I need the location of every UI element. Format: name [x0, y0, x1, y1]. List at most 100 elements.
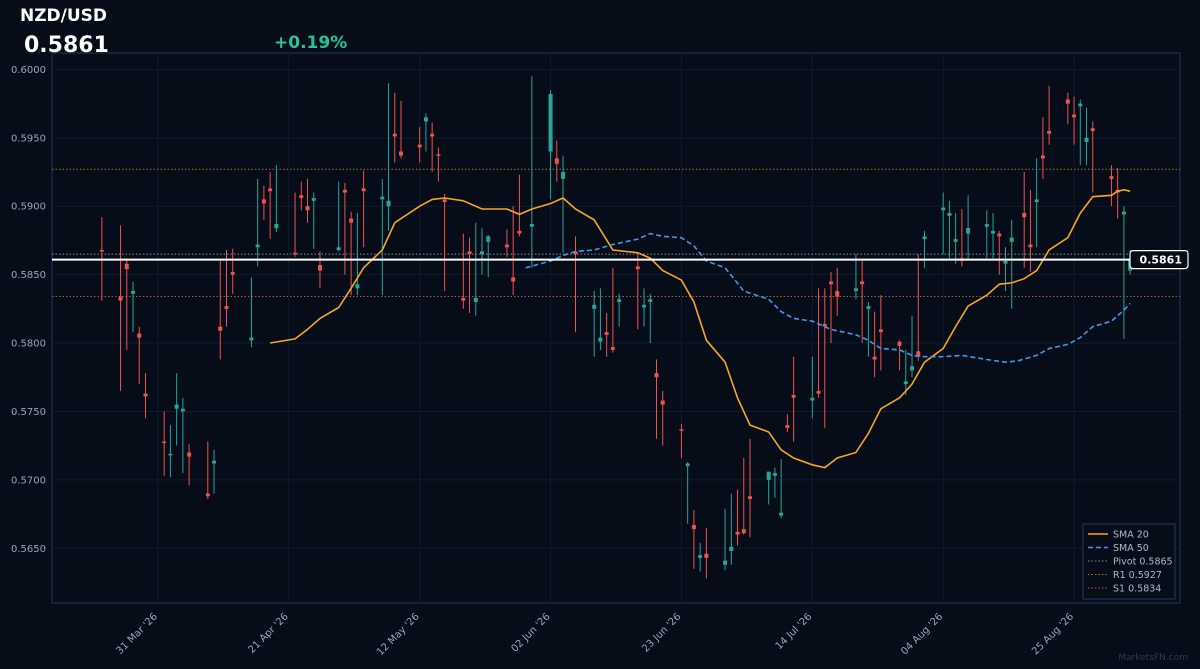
candle-body [816, 390, 821, 394]
candle-body [355, 284, 360, 289]
candle-body [511, 277, 516, 282]
candle-body [872, 356, 877, 360]
candle-body [1003, 260, 1008, 264]
candle-body [723, 560, 728, 565]
candle-body [180, 408, 185, 412]
candle-body [467, 251, 472, 255]
y-tick-label: 0.5650 [11, 544, 46, 555]
candle-body [953, 239, 958, 242]
candle-body [342, 189, 347, 193]
candle-body [1084, 137, 1089, 142]
last-price-tag [1129, 249, 1189, 270]
candle-body [1009, 237, 1014, 242]
candle-body [480, 251, 485, 255]
candle-body [966, 228, 971, 234]
candle-body [910, 366, 915, 371]
candle-body [442, 199, 447, 203]
candle-body [529, 224, 534, 227]
candle-body [604, 332, 609, 335]
candle-body [205, 493, 210, 497]
candle-body [224, 306, 229, 309]
candle-body [860, 281, 865, 285]
candle-body [305, 206, 310, 211]
candle-body [461, 297, 466, 301]
candle-body [174, 404, 179, 409]
legend-label: SMA 20 [1113, 530, 1149, 541]
candle-body [417, 144, 422, 148]
candle-body [791, 395, 796, 398]
symbol: NZD/USD [20, 6, 107, 26]
candle-body [984, 224, 989, 227]
candle-body [561, 172, 566, 179]
candle-body [1028, 244, 1033, 248]
candle-body [654, 373, 659, 378]
candle-body [766, 471, 771, 480]
candle-body [274, 224, 279, 229]
candle-body [430, 133, 435, 137]
candle-body [99, 250, 104, 252]
plot-frame [51, 52, 1181, 604]
candle-body [1109, 176, 1114, 179]
candle-body [131, 291, 136, 294]
candle-body [1022, 213, 1027, 218]
candle-body [741, 529, 746, 534]
candle-body [947, 213, 952, 216]
y-tick-label: 0.5800 [11, 339, 46, 350]
last-price-label: 0.5861 [1140, 254, 1182, 267]
candle-body [212, 460, 217, 464]
candle-body [299, 195, 304, 199]
candle-body [747, 496, 752, 500]
candle-body [685, 463, 690, 467]
legend-label: SMA 50 [1113, 543, 1149, 554]
y-tick-label: 0.5750 [11, 407, 46, 418]
candle-body [436, 154, 441, 156]
candle-body [118, 296, 123, 301]
legend-box [1082, 523, 1176, 600]
candle-body [398, 151, 403, 156]
candle-body [698, 555, 703, 558]
candle-body [137, 333, 142, 338]
candle-body [866, 306, 871, 309]
candle-body [1090, 128, 1095, 131]
candle-body [268, 188, 273, 192]
y-tick-label: 0.5950 [11, 133, 46, 144]
candle-body [1034, 199, 1039, 203]
candle-body [1065, 99, 1070, 104]
candle-body [648, 299, 653, 303]
candle-body [554, 158, 559, 164]
price: 0.5861 [24, 33, 109, 58]
candle-body [1072, 114, 1077, 118]
candle-body [835, 291, 840, 297]
legend-label: S1 0.5834 [1113, 584, 1161, 595]
candle-body [592, 304, 597, 309]
candle-body [691, 525, 696, 530]
change: +0.19% [274, 33, 347, 53]
candle-body [1047, 130, 1052, 134]
candle-body [617, 299, 622, 303]
candle-body [168, 453, 173, 456]
candle-body [853, 288, 858, 292]
legend-label: Pivot 0.5865 [1113, 557, 1173, 568]
candle-body [255, 244, 260, 248]
candle-body [218, 326, 223, 331]
candle-body [785, 425, 790, 428]
candle-body [336, 247, 341, 251]
y-tick-label: 0.5850 [11, 270, 46, 281]
candle-body [261, 199, 266, 204]
sma-line [525, 232, 1131, 364]
candle-body [486, 236, 491, 242]
candle-body [573, 251, 578, 255]
candle-body [704, 553, 709, 558]
candle-body [361, 188, 366, 192]
candle-body [679, 429, 684, 431]
y-tick-label: 0.5900 [11, 202, 46, 213]
candle-body [897, 341, 902, 346]
candle-body [392, 133, 397, 137]
candle-body [162, 441, 167, 444]
candle-body [779, 512, 784, 516]
candle-body [187, 452, 192, 457]
candle-body [642, 304, 647, 308]
candle-body [635, 266, 640, 270]
candle-body [941, 207, 946, 211]
